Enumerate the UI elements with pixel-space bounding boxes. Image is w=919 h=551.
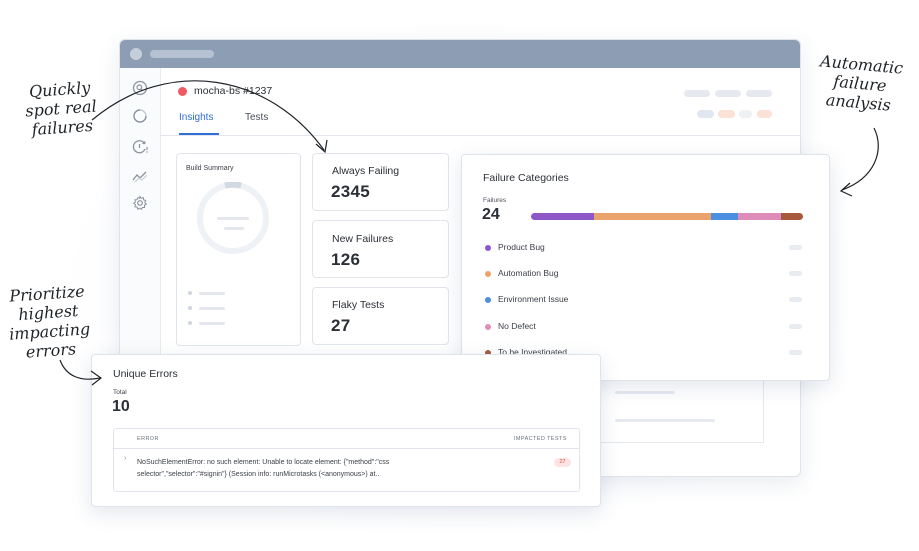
category-label: To be Investigated	[498, 347, 567, 357]
errors-table: ERROR IMPACTED TESTS › NoSuchElementErro…	[113, 428, 580, 492]
build-summary-card: Build Summary	[176, 153, 301, 346]
category-row[interactable]: Product Bug	[485, 242, 805, 254]
legend-dot	[188, 306, 192, 310]
title-placeholder	[150, 50, 214, 58]
distribution-segment	[781, 213, 803, 220]
category-count-placeholder	[789, 245, 802, 250]
tab-bar: Insights Tests	[161, 106, 800, 136]
column-header-error[interactable]: ERROR	[137, 436, 159, 442]
stat-card-flaky-tests[interactable]: Flaky Tests 27	[312, 287, 449, 345]
category-color-dot	[485, 350, 491, 356]
failures-count: 24	[482, 206, 500, 223]
impacted-count-badge: 27	[554, 458, 571, 467]
distribution-segment	[710, 213, 738, 220]
build-status-dot	[178, 87, 187, 96]
window-control-icon[interactable]	[130, 48, 142, 60]
tab-insights[interactable]: Insights	[179, 112, 214, 123]
failure-distribution-bar	[531, 213, 803, 220]
distribution-segment	[593, 213, 711, 220]
annotation-prioritize: Prioritize highest impacting errors	[8, 281, 91, 362]
header-chip	[718, 110, 735, 118]
category-count-placeholder	[789, 297, 802, 302]
row-placeholder	[615, 391, 675, 394]
stat-card-new-failures[interactable]: New Failures 126	[312, 220, 449, 278]
donut-label-placeholder	[217, 217, 249, 220]
distribution-segment	[531, 213, 594, 220]
total-label: Total	[113, 389, 127, 396]
category-row[interactable]: To be Investigated	[485, 347, 805, 359]
distribution-segment	[737, 213, 782, 220]
category-count-placeholder	[789, 350, 802, 355]
stat-value: 126	[331, 250, 361, 269]
category-label: Environment Issue	[498, 294, 569, 304]
build-name: mocha-bs #1237	[194, 85, 273, 97]
legend-dot	[188, 321, 192, 325]
stat-label: Flaky Tests	[332, 299, 385, 311]
active-tab-indicator	[179, 133, 219, 135]
header-placeholder	[684, 90, 710, 97]
column-header-impacted[interactable]: IMPACTED TESTS	[514, 436, 567, 442]
category-row[interactable]: No Defect	[485, 321, 805, 333]
failure-categories-panel: Failure Categories Failures 24 Product B…	[461, 154, 830, 381]
build-summary-title: Build Summary	[186, 165, 234, 172]
search-icon[interactable]	[132, 80, 148, 96]
category-color-dot	[485, 324, 491, 330]
legend-placeholder	[199, 307, 225, 310]
title-bar	[120, 40, 800, 68]
trend-icon[interactable]	[132, 168, 148, 184]
chevron-right-icon[interactable]: ›	[124, 455, 127, 462]
stat-card-always-failing[interactable]: Always Failing 2345	[312, 153, 449, 211]
unique-errors-title: Unique Errors	[113, 368, 178, 380]
row-placeholder	[615, 419, 715, 422]
donut-label-placeholder	[224, 227, 244, 230]
category-color-dot	[485, 297, 491, 303]
category-color-dot	[485, 245, 491, 251]
header-chip	[697, 110, 714, 118]
background-panel	[600, 381, 764, 443]
loading-icon[interactable]	[132, 108, 148, 124]
category-color-dot	[485, 271, 491, 277]
donut-accent	[224, 182, 242, 189]
category-label: Automation Bug	[498, 268, 559, 278]
category-count-placeholder	[789, 271, 802, 276]
category-count-placeholder	[789, 324, 802, 329]
category-label: Product Bug	[498, 242, 545, 252]
annotation-quickly: Quickly spot real failures	[24, 77, 98, 140]
category-row[interactable]: Automation Bug	[485, 268, 805, 280]
settings-icon[interactable]	[132, 195, 148, 211]
header-chip	[757, 110, 772, 118]
stat-value: 27	[331, 316, 351, 335]
legend-dot	[188, 291, 192, 295]
header-placeholder	[746, 90, 772, 97]
history-alert-icon[interactable]	[132, 139, 148, 155]
header-placeholder	[715, 90, 741, 97]
unique-errors-panel: Unique Errors Total 10 ERROR IMPACTED TE…	[91, 354, 601, 507]
stat-value: 2345	[331, 182, 371, 201]
error-message[interactable]: NoSuchElementError: no such element: Una…	[137, 459, 390, 478]
header-chip	[739, 110, 752, 118]
failure-categories-title: Failure Categories	[483, 172, 569, 184]
stat-label: New Failures	[332, 233, 394, 245]
tab-tests[interactable]: Tests	[245, 112, 269, 123]
legend-placeholder	[199, 322, 225, 325]
failures-label: Failures	[483, 197, 507, 204]
legend-placeholder	[199, 292, 225, 295]
total-count: 10	[112, 398, 130, 415]
category-row[interactable]: Environment Issue	[485, 294, 805, 306]
stat-label: Always Failing	[332, 165, 400, 177]
table-header: ERROR IMPACTED TESTS	[114, 429, 579, 449]
category-label: No Defect	[498, 321, 536, 331]
annotation-automatic: Automatic failure analysis	[819, 51, 904, 115]
